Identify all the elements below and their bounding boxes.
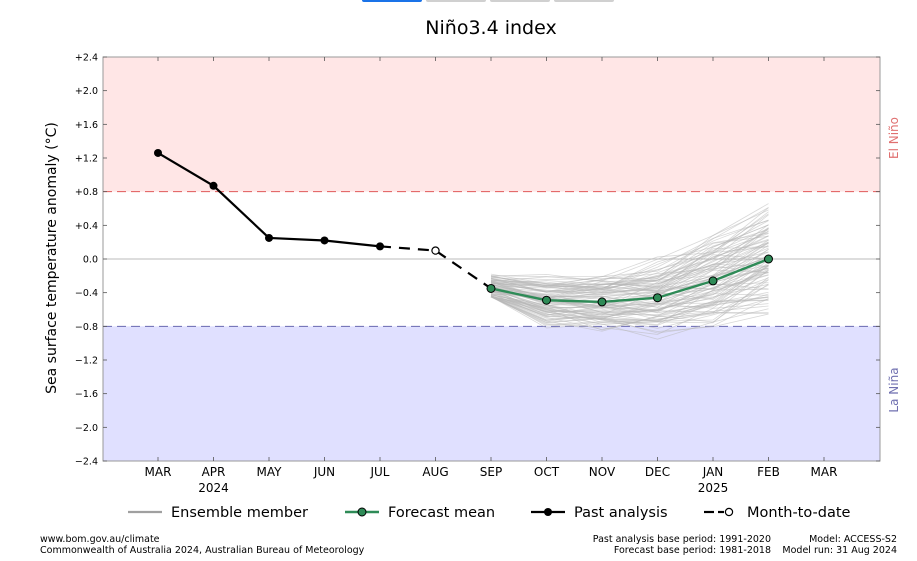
x-tick-label: JAN — [702, 465, 724, 479]
nino34-chart: Niño3.4 index +2.4 +2.0 +1.6 +1.2 +0.8 +0.4 0.… — [44, 17, 901, 521]
y-tick-label: −2.4 — [75, 457, 98, 468]
x-tick-label: AUG — [422, 465, 448, 479]
y-tick-label: +0.4 — [75, 221, 98, 232]
y-tick-label: 0.0 — [83, 255, 98, 266]
la-nina-label: La Niña — [887, 367, 901, 412]
y-tick-label: −0.8 — [75, 322, 98, 333]
model-name: Model: ACCESS-S2 — [809, 534, 897, 545]
past-analysis-point — [209, 181, 218, 190]
ensemble-member-line — [490, 296, 769, 326]
ensemble-member-line — [490, 296, 769, 322]
ensemble-members — [490, 203, 769, 340]
month-to-date-line — [379, 245, 492, 290]
legend-forecast-marker — [357, 507, 367, 517]
tab-4[interactable] — [554, 0, 614, 2]
ensemble-member-line — [490, 296, 769, 340]
el-nino-label: El Niño — [887, 117, 901, 159]
ensemble-member-line — [490, 207, 769, 293]
past-analysis-point — [265, 233, 273, 242]
y-tick-label: +1.6 — [75, 120, 98, 131]
y-tick-label: −0.4 — [75, 288, 98, 299]
legend-past-marker — [544, 508, 552, 516]
past-analysis-point — [320, 236, 329, 245]
ensemble-member-line — [490, 262, 769, 307]
year-label: 2024 — [198, 481, 229, 495]
y-tick-label: −1.6 — [75, 389, 98, 400]
ensemble-member-line — [490, 293, 769, 321]
ensemble-member-line — [490, 241, 769, 299]
ensemble-member-line — [490, 224, 769, 291]
legend-label: Past analysis — [574, 505, 668, 521]
y-axis-label: Sea surface temperature anomaly (°C) — [44, 122, 60, 394]
y-tick-label: +1.2 — [75, 154, 98, 165]
ensemble-member-line — [490, 235, 769, 280]
legend-mtd-marker — [724, 507, 734, 517]
ensemble-member-line — [490, 296, 769, 335]
forecast-mean-point — [542, 295, 551, 305]
forecast-mean-line — [490, 257, 769, 304]
year-label: 2025 — [698, 481, 729, 495]
x-tick-label: DEC — [645, 465, 670, 479]
y-tick-label: +0.8 — [75, 187, 98, 198]
x-tick-label: MAR — [811, 465, 838, 479]
past-analysis-point — [376, 242, 384, 251]
y-tick-label: −2.0 — [75, 423, 98, 434]
ensemble-member-line — [490, 251, 769, 295]
ensemble-member-line — [490, 256, 769, 298]
legend-label: Forecast mean — [388, 505, 495, 521]
y-tick-label: +2.0 — [75, 86, 98, 97]
y-tick-label: +2.4 — [75, 53, 98, 64]
ensemble-member-line — [490, 219, 769, 282]
ensemble-member-line — [490, 219, 769, 289]
ensemble-member-line — [490, 279, 769, 314]
ensemble-member-line — [490, 214, 769, 286]
x-tick-label: MAY — [257, 465, 283, 479]
forecast-mean-point — [764, 254, 773, 264]
ensemble-member-line — [490, 230, 769, 285]
ensemble-member-line — [490, 228, 769, 286]
x-tick-label: JUN — [313, 465, 335, 479]
y-tick-label: −1.2 — [75, 356, 98, 367]
forecast-mean-point — [597, 297, 607, 307]
ensemble-member-line — [490, 248, 769, 298]
x-tick-label: NOV — [589, 465, 616, 479]
past-analysis-point — [154, 148, 162, 157]
footer-base-periods: Past analysis base period: 1991-2020 For… — [593, 534, 771, 556]
ensemble-member-line — [490, 224, 769, 290]
legend-label: Ensemble member — [171, 505, 308, 521]
legend-label: Month-to-date — [747, 505, 851, 521]
ensemble-member-line — [490, 203, 769, 282]
legend: Ensemble member Forecast mean Past analysi… — [128, 505, 851, 521]
plot-background — [103, 57, 880, 461]
model-run: Model run: 31 Aug 2024 — [782, 545, 897, 556]
tab-2[interactable] — [426, 0, 486, 2]
series-layer — [154, 148, 773, 307]
view-tabs — [362, 0, 614, 2]
axes: +2.4 +2.0 +1.6 +1.2 +0.8 +0.4 0.0 −0.4 −0.8 −1.2 −… — [75, 53, 881, 495]
forecast-mean-point — [486, 283, 496, 293]
forecast-base-period: Forecast base period: 1981-2018 — [613, 545, 771, 556]
tab-1[interactable] — [362, 0, 422, 2]
copyright-text: Commonwealth of Australia 2024, Australi… — [40, 545, 365, 556]
footer-model: Model: ACCESS-S2 Model run: 31 Aug 2024 — [782, 534, 897, 556]
x-tick-label: SEP — [480, 465, 502, 479]
chart-title: Niño3.4 index — [425, 17, 556, 39]
footer-source: www.bom.gov.au/climate Commonwealth of A… — [40, 534, 364, 556]
ensemble-member-line — [490, 294, 769, 327]
x-tick-label: OCT — [534, 465, 560, 479]
forecast-mean-point — [653, 293, 662, 303]
x-tick-label: JUL — [369, 465, 389, 479]
past-base-period: Past analysis base period: 1991-2020 — [592, 534, 771, 545]
ensemble-member-line — [490, 283, 769, 314]
x-tick-label: MAR — [145, 465, 172, 479]
month-to-date-point — [431, 246, 440, 255]
forecast-mean-point — [708, 276, 718, 286]
x-tick-label: FEB — [757, 465, 780, 479]
tab-3[interactable] — [490, 0, 550, 2]
source-url[interactable]: www.bom.gov.au/climate — [40, 534, 160, 545]
x-tick-label: APR — [202, 465, 226, 479]
la-nina-zone — [103, 326, 880, 461]
el-nino-zone — [103, 57, 880, 192]
ensemble-member-line — [490, 295, 769, 332]
